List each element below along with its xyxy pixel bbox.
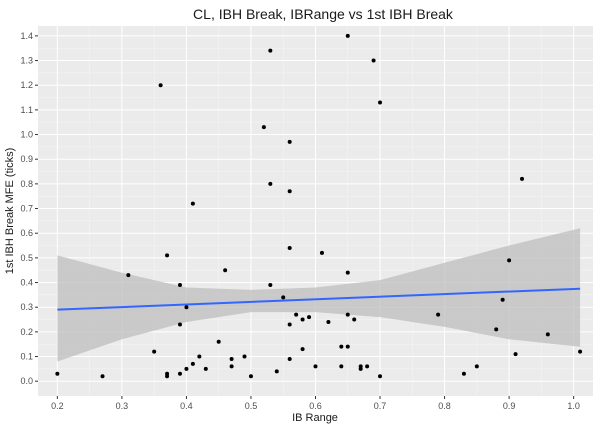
x-tick-label: 0.7: [374, 401, 387, 411]
data-point: [177, 371, 182, 376]
data-point: [300, 317, 305, 322]
data-point: [100, 374, 105, 379]
data-point: [474, 364, 479, 369]
y-tick-label: 0.8: [20, 179, 33, 189]
data-point: [345, 344, 350, 349]
data-point: [339, 344, 344, 349]
data-point: [126, 273, 131, 278]
data-point: [461, 371, 466, 376]
data-point: [268, 181, 273, 186]
data-point: [319, 250, 324, 255]
x-tick-label: 0.6: [309, 401, 322, 411]
data-point: [294, 312, 299, 317]
y-tick-label: 0.7: [20, 204, 33, 214]
data-point: [184, 305, 189, 310]
data-point: [190, 201, 195, 206]
data-point: [158, 83, 163, 88]
data-point: [177, 283, 182, 287]
data-point: [190, 361, 195, 366]
points-layer: [55, 33, 583, 379]
data-point: [345, 312, 350, 317]
data-point: [494, 327, 499, 332]
data-point: [184, 366, 189, 371]
data-point: [55, 371, 60, 376]
data-point: [307, 315, 312, 320]
y-tick-label: 1.1: [20, 105, 33, 115]
x-tick-label: 1.0: [567, 401, 580, 411]
fit-line-layer: [57, 287, 581, 311]
data-point: [436, 312, 441, 317]
x-tick-label: 0.9: [503, 401, 516, 411]
data-point: [287, 322, 292, 327]
data-point: [281, 295, 286, 300]
x-tick-label: 0.3: [116, 401, 129, 411]
confidence-band-layer: [57, 228, 581, 362]
data-point: [326, 320, 331, 324]
data-point: [216, 339, 221, 344]
data-point: [352, 317, 357, 322]
data-point: [365, 364, 370, 369]
data-point: [242, 354, 247, 359]
data-point: [345, 33, 350, 38]
y-tick-label: 0.3: [20, 302, 33, 312]
data-point: [287, 139, 292, 144]
data-point: [513, 352, 518, 357]
x-axis-label: IB Range: [292, 412, 338, 424]
data-point: [339, 364, 344, 369]
x-tick-label: 0.4: [180, 401, 193, 411]
data-point: [500, 297, 505, 302]
x-tick-label: 0.5: [245, 401, 258, 411]
y-tick-label: 1.0: [20, 130, 33, 140]
y-tick-label: 0.9: [20, 154, 33, 164]
y-axis-ticks: 0.0 0.1 0.2 0.3 0.4 0.5 0.6 0.7 0.8 0.9 1.0 1.1 1.2 1…: [20, 31, 38, 386]
data-point: [165, 253, 170, 258]
confidence-band: [57, 228, 581, 362]
data-point: [152, 349, 157, 354]
data-point: [203, 366, 208, 371]
x-axis-ticks: 0.2 0.3 0.4 0.5 0.6 0.7 0.8 0.9 1.0: [51, 396, 580, 411]
chart-title: CL, IBH Break, IBRange vs 1st IBH Break: [193, 6, 454, 22]
data-point: [268, 283, 273, 287]
y-tick-label: 1.2: [20, 80, 33, 90]
y-tick-label: 0.4: [20, 278, 33, 288]
x-tick-label: 0.2: [51, 401, 64, 411]
data-point: [229, 364, 234, 369]
data-point: [248, 374, 253, 379]
data-point: [287, 246, 292, 250]
data-point: [345, 270, 350, 275]
y-tick-label: 1.4: [20, 31, 33, 41]
data-point: [520, 176, 525, 181]
data-point: [197, 354, 202, 359]
data-point: [313, 364, 318, 369]
data-point: [287, 357, 292, 361]
y-tick-label: 0.0: [20, 376, 33, 386]
y-tick-label: 0.5: [20, 253, 33, 263]
data-point: [177, 322, 182, 327]
data-point: [223, 268, 228, 273]
data-point: [165, 374, 170, 379]
data-point: [545, 332, 550, 337]
y-tick-label: 0.1: [20, 352, 33, 362]
data-point: [268, 48, 273, 53]
x-tick-label: 0.8: [438, 401, 451, 411]
y-tick-label: 1.3: [20, 56, 33, 66]
regression-line: [57, 287, 581, 311]
y-tick-label: 0.6: [20, 228, 33, 238]
data-point: [229, 357, 234, 361]
y-tick-label: 0.2: [20, 327, 33, 337]
data-point: [287, 189, 292, 194]
data-point: [371, 58, 376, 63]
data-point: [378, 374, 383, 379]
data-point: [358, 366, 363, 371]
data-point: [578, 349, 583, 354]
y-axis-label: 1st IBH Break MFE (ticks): [4, 148, 16, 275]
data-point: [300, 347, 305, 352]
data-point: [378, 100, 383, 105]
data-point: [274, 369, 279, 374]
data-point: [261, 125, 266, 130]
data-point: [507, 258, 512, 263]
